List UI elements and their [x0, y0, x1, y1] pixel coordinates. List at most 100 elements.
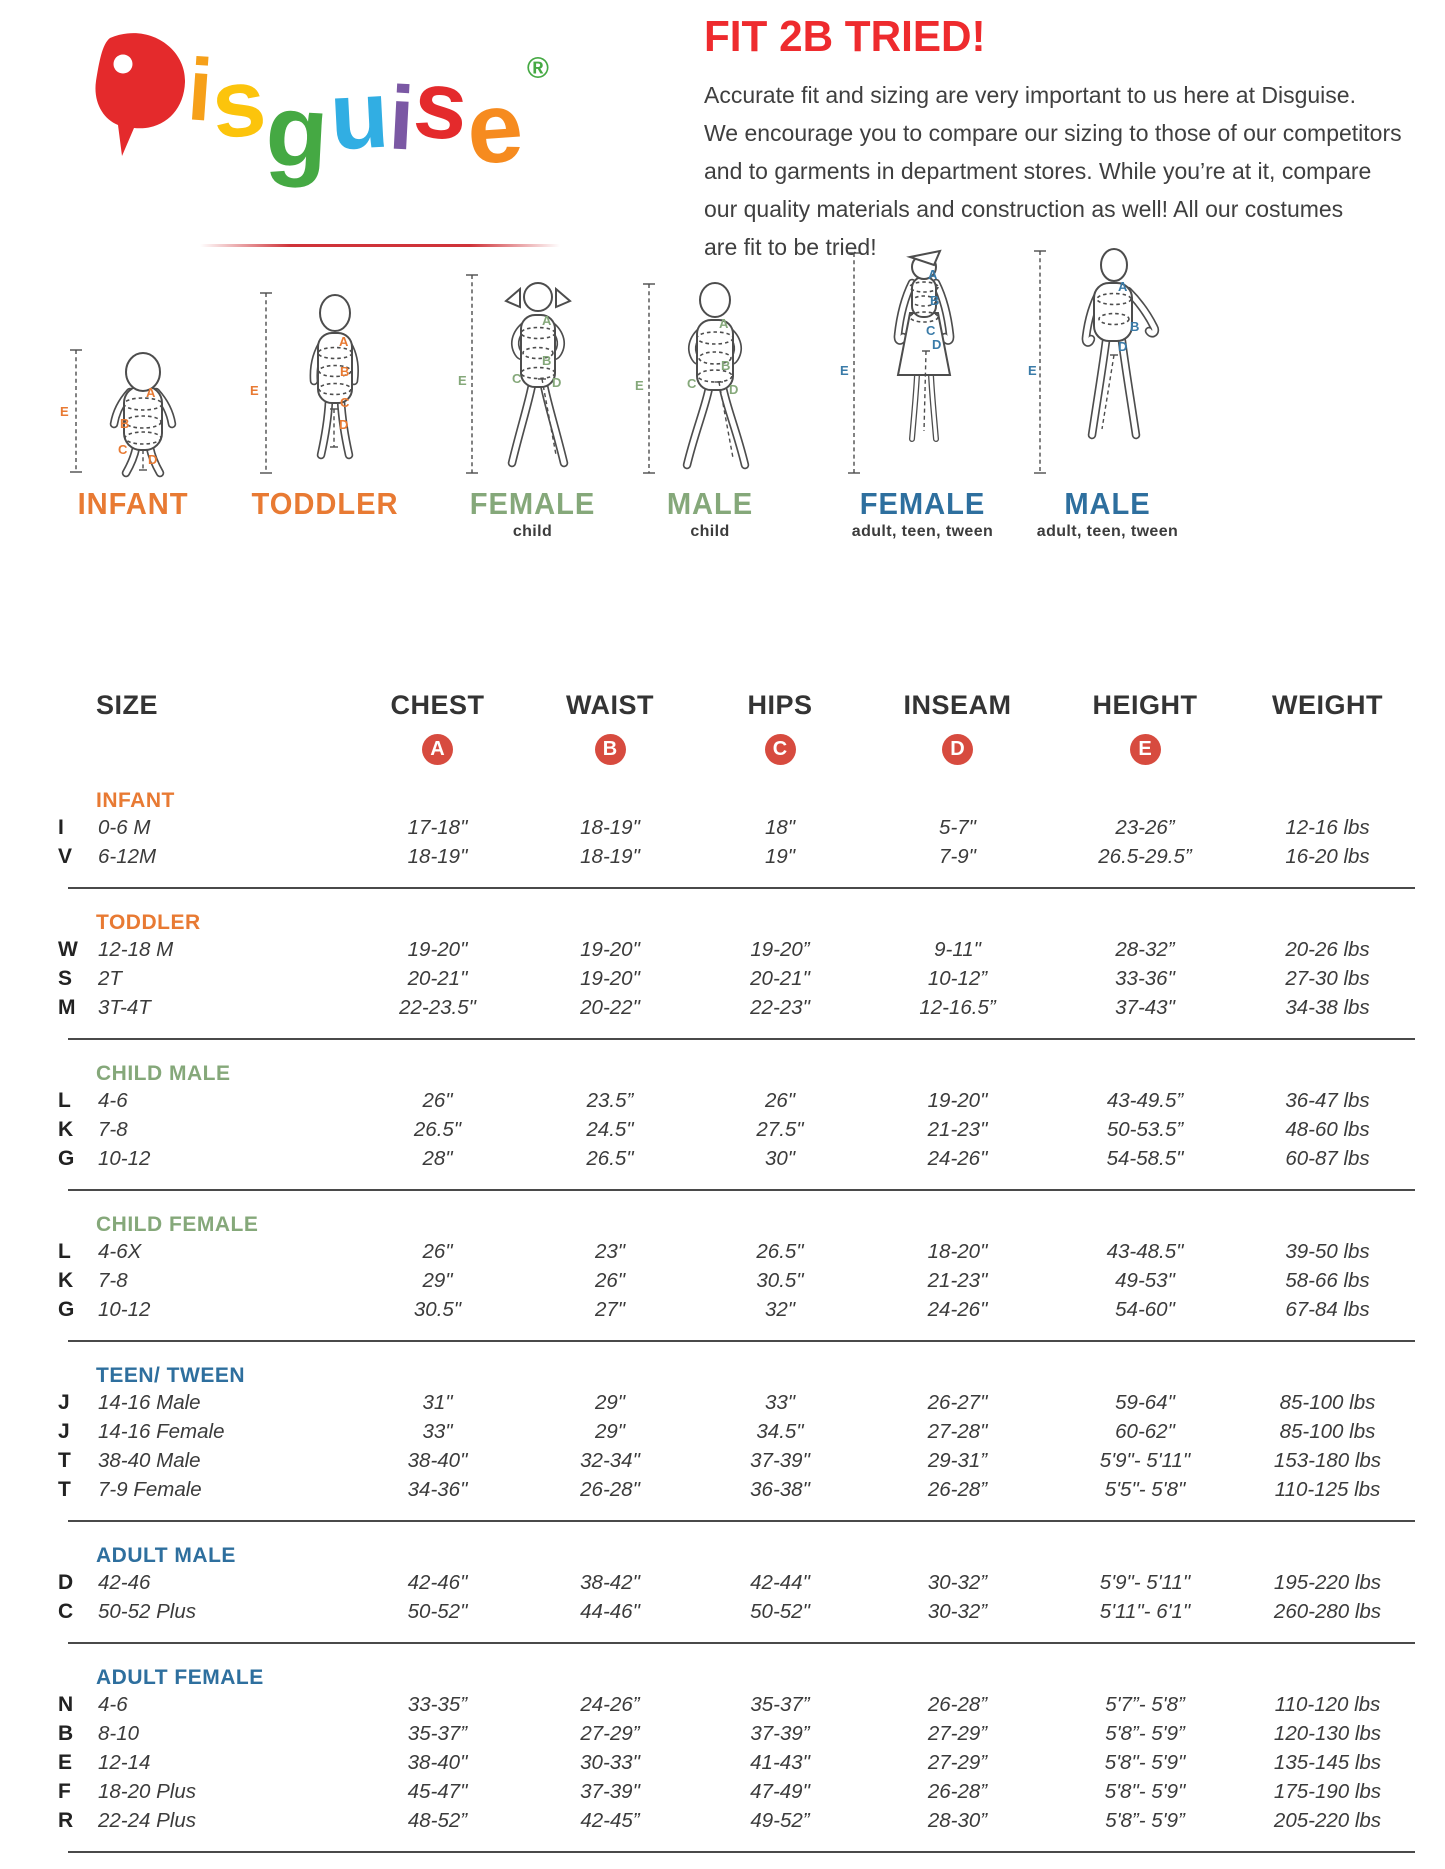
cell-waist: 44-46": [580, 1600, 640, 1623]
cell-chest: 29": [422, 1269, 453, 1292]
cell-waist: 18-19": [580, 845, 640, 868]
table-row: J 14-16 Female 33" 29" 34.5" 27-28" 60-62" 85-1…: [30, 1420, 1415, 1449]
cell-chest: 26.5": [413, 1118, 462, 1141]
logo-letter: s: [207, 47, 271, 160]
measure-label-height: E: [60, 404, 69, 419]
cell-height: 54-60": [1115, 1298, 1175, 1321]
cell-hips: 18": [764, 816, 796, 839]
cell-hips: 50-52": [750, 1600, 810, 1623]
cell-waist: 42-45”: [580, 1809, 640, 1832]
row-letter: G: [58, 1147, 75, 1170]
table-row: T 38-40 Male 38-40" 32-34" 37-39" 29-31” 5'9"-…: [30, 1449, 1415, 1478]
cell-weight: 110-125 lbs: [1274, 1478, 1381, 1501]
logo-letter: s: [409, 49, 472, 162]
cell-size: 6-12M: [98, 845, 157, 868]
cell-waist: 37-39": [580, 1780, 640, 1803]
cell-weight: 260-280 lbs: [1273, 1600, 1382, 1623]
cell-waist: 19-20": [580, 938, 640, 961]
badge-height-e: E: [1129, 733, 1161, 765]
measure-label-height: E: [840, 363, 849, 378]
cell-chest: 35-37”: [407, 1722, 468, 1745]
measure-label-inseam: D: [552, 375, 561, 390]
cell-size: 10-12: [98, 1298, 151, 1321]
cell-size: 3T-4T: [98, 996, 151, 1019]
table-row: D 42-46 42-46" 38-42" 42-44" 30-32” 5'9"- 5'11…: [30, 1571, 1415, 1600]
cell-hips: 37-39": [750, 1449, 810, 1472]
cell-size: 50-52 Plus: [98, 1600, 197, 1623]
cell-chest: 31": [422, 1391, 453, 1414]
cell-hips: 20-21": [750, 967, 810, 990]
cell-waist: 23": [594, 1240, 626, 1263]
measure-label-height: E: [250, 383, 259, 398]
cell-chest: 28": [422, 1147, 453, 1170]
cell-height: 49-53": [1115, 1269, 1175, 1292]
badge-waist-b: B: [594, 733, 626, 765]
cell-size: 42-46: [98, 1571, 151, 1594]
measure-label-inseam: D: [1118, 339, 1127, 354]
cell-inseam: 12-16.5”: [919, 996, 996, 1019]
figure-male-child: E A B C D MALE child: [625, 245, 795, 541]
cell-hips: 30.5": [756, 1269, 804, 1292]
measure-label-chest: A: [719, 316, 729, 331]
measure-label-waist: B: [340, 364, 349, 379]
cell-height: 59-64": [1115, 1391, 1175, 1414]
cell-inseam: 5-7": [939, 816, 976, 839]
row-letter: F: [58, 1780, 71, 1803]
figure-female-child: E A B C D FEMALE child: [445, 245, 620, 541]
logo-underline: [200, 244, 560, 247]
cell-inseam: 27-29”: [927, 1722, 988, 1745]
cell-height: 37-43": [1115, 996, 1175, 1019]
cell-chest: 22-23.5": [399, 996, 476, 1019]
row-letter: I: [58, 816, 64, 839]
cell-waist: 20-22": [580, 996, 640, 1019]
cell-weight: 175-190 lbs: [1273, 1780, 1382, 1803]
measure-label-chest: A: [1118, 279, 1128, 294]
row-letter: E: [58, 1751, 73, 1774]
table-row: I 0-6 M 17-18" 18-19" 18" 5-7" 23-26” 12-16 lbs: [30, 816, 1415, 845]
header-inseam: INSEAM: [903, 690, 1012, 720]
cell-chest: 26": [422, 1089, 453, 1112]
cell-inseam: 30-32”: [927, 1571, 988, 1594]
cell-weight: 153-180 lbs: [1273, 1449, 1382, 1472]
disguise-logo: i s g u i s e ®: [82, 28, 622, 247]
cell-size: 7-9 Female: [98, 1478, 202, 1501]
measure-label-chest: A: [928, 267, 938, 282]
cell-hips: 30": [764, 1147, 796, 1170]
figure-male-adult: E A B D MALE adult, teen, tween: [1015, 245, 1200, 541]
header-weight: WEIGHT: [1272, 690, 1383, 720]
row-letter: L: [58, 1240, 71, 1263]
cell-weight: 27-30 lbs: [1285, 967, 1370, 990]
intro-block: FIT 2B TRIED! Accurate fit and sizing ar…: [704, 12, 1416, 266]
cell-size: 14-16 Female: [98, 1420, 225, 1443]
row-letter: J: [58, 1420, 70, 1443]
row-letter: G: [58, 1298, 75, 1321]
section-divider: [68, 1520, 1415, 1522]
cell-chest: 48-52”: [407, 1809, 468, 1832]
row-letter: R: [58, 1809, 74, 1832]
measure-label-hips: C: [926, 323, 936, 338]
row-letter: T: [58, 1449, 71, 1472]
table-row: B 8-10 35-37” 27-29” 37-39” 27-29” 5'8”- 5'9” 1…: [30, 1722, 1415, 1751]
figure-label: MALE: [1064, 486, 1151, 521]
row-letter: D: [58, 1571, 74, 1594]
cell-weight: 135-145 lbs: [1273, 1751, 1382, 1774]
figure-sublabel: child: [690, 523, 730, 540]
cell-inseam: 21-23": [927, 1269, 988, 1292]
table-row: F 18-20 Plus 45-47" 37-39" 47-49" 26-28” 5'8"-…: [30, 1780, 1415, 1809]
cell-waist: 27": [594, 1298, 626, 1321]
figure-label: FEMALE: [859, 486, 986, 521]
cell-waist: 29": [594, 1391, 626, 1414]
table-row: R 22-24 Plus 48-52” 42-45” 49-52” 28-30” 5'8”-…: [30, 1809, 1415, 1838]
badge-hips-c: C: [764, 733, 796, 765]
row-letter: T: [58, 1478, 71, 1501]
cell-inseam: 27-28": [927, 1420, 988, 1443]
row-letter: N: [58, 1693, 74, 1716]
table-row: L 4-6 26" 23.5” 26" 19-20" 43-49.5” 36-47 lbs: [30, 1089, 1415, 1118]
measure-label-height: E: [635, 378, 644, 393]
section-label-child-female: CHILD FEMALE: [96, 1213, 259, 1236]
cell-waist: 24-26”: [580, 1693, 640, 1716]
cell-waist: 23.5”: [586, 1089, 634, 1112]
section-divider: [68, 887, 1415, 889]
cell-height: 33-36": [1115, 967, 1175, 990]
cell-hips: 26": [764, 1089, 796, 1112]
